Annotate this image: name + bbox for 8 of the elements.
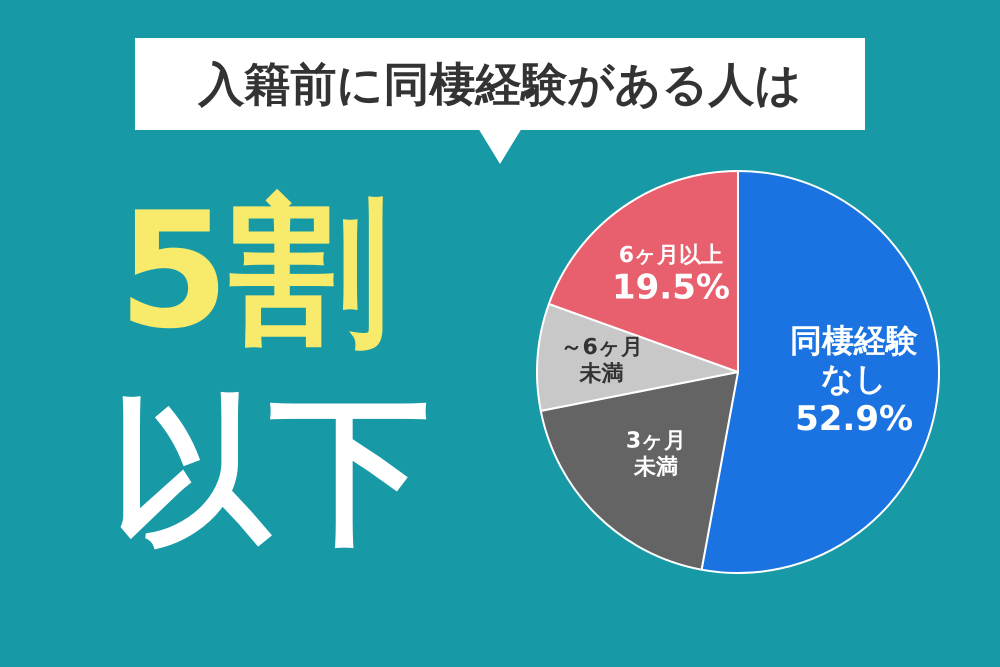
data-label: 52.9% [795, 398, 914, 439]
data-label: 19.5% [612, 268, 730, 308]
text: 5割 [118, 177, 390, 364]
text: 以下 [110, 376, 430, 566]
slice-label: 同棲経験なし [790, 321, 918, 398]
slice-label: 6ヶ月以上 [618, 242, 724, 268]
slice-label: ～6ヶ月未満 [560, 335, 643, 387]
slice-label: 3ヶ月未満 [626, 428, 686, 480]
